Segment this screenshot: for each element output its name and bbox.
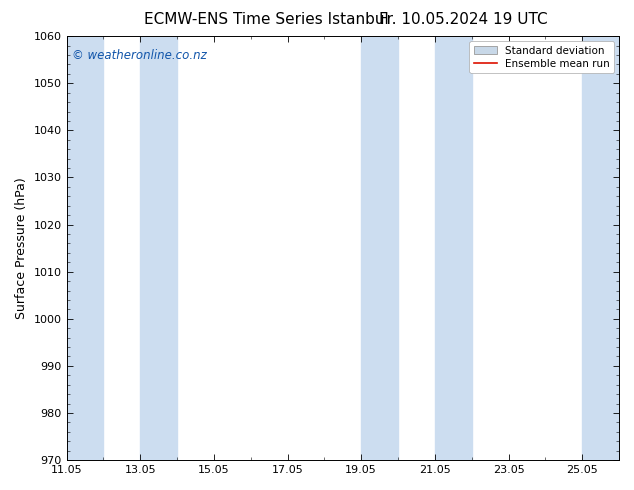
Y-axis label: Surface Pressure (hPa): Surface Pressure (hPa) [15,177,28,319]
Bar [435,36,472,460]
Bar [67,36,103,460]
Bar [582,36,619,460]
Text: ECMW-ENS Time Series Istanbul: ECMW-ENS Time Series Istanbul [144,12,389,27]
Bar [361,36,398,460]
Text: Fr. 10.05.2024 19 UTC: Fr. 10.05.2024 19 UTC [378,12,547,27]
Text: © weatheronline.co.nz: © weatheronline.co.nz [72,49,207,62]
Bar [140,36,177,460]
Legend: Standard deviation, Ensemble mean run: Standard deviation, Ensemble mean run [469,41,614,73]
